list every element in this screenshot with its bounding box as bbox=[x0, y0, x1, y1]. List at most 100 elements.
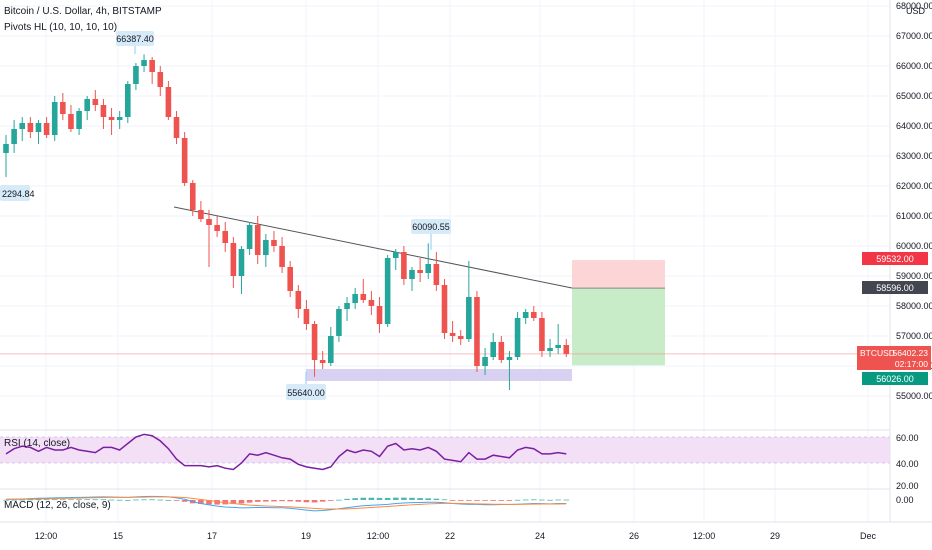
macd-histogram-bar bbox=[60, 499, 66, 501]
candle-body bbox=[384, 258, 391, 324]
candle-body bbox=[76, 111, 82, 129]
candle-body bbox=[165, 87, 172, 117]
price-axis[interactable]: 68000.00 67000.00 66000.00 65000.00 64000.00… bbox=[896, 1, 932, 401]
macd-histogram-bar bbox=[92, 499, 99, 501]
time-tick: 15 bbox=[113, 531, 123, 541]
currency-label[interactable]: USD bbox=[906, 6, 926, 16]
candle-body bbox=[125, 84, 131, 117]
last-price-tag: BTCUSD 56402.23 02:17:00 bbox=[857, 346, 931, 370]
macd-histogram-bar bbox=[522, 499, 529, 501]
last-price-text: 56402.23 bbox=[893, 348, 929, 358]
countdown-text: 02:17:00 bbox=[895, 359, 928, 369]
candle-body bbox=[474, 297, 480, 366]
macd-histogram-bar bbox=[271, 500, 277, 502]
time-tick: 17 bbox=[207, 531, 217, 541]
time-tick: 12:00 bbox=[693, 531, 716, 541]
candle-body bbox=[336, 309, 342, 336]
candle-body bbox=[441, 285, 448, 333]
macd-histogram-bar bbox=[295, 500, 302, 502]
price-tick: 58000.00 bbox=[896, 301, 932, 311]
candle-body bbox=[141, 60, 147, 66]
time-tick: Dec bbox=[860, 531, 877, 541]
svg-text:59532.00: 59532.00 bbox=[876, 254, 914, 264]
time-tick: 29 bbox=[770, 531, 780, 541]
chart-title: Bitcoin / U.S. Dollar, 4h, BITSTAMP bbox=[4, 6, 162, 17]
macd-histogram-bar bbox=[43, 499, 50, 501]
macd-histogram-bar bbox=[214, 500, 220, 505]
macd-histogram-bar bbox=[384, 497, 391, 500]
price-tick: 67000.00 bbox=[896, 31, 932, 41]
support-band bbox=[306, 369, 572, 381]
price-tick: 55000.00 bbox=[896, 391, 932, 401]
pivot-high-label-2: 60090.55 bbox=[411, 219, 451, 250]
macd-histogram-bar bbox=[246, 500, 253, 503]
macd-histogram-bar bbox=[555, 499, 561, 501]
rsi-axis-60: 60.00 bbox=[896, 433, 919, 443]
candle-body bbox=[35, 123, 42, 132]
time-tick: 24 bbox=[535, 531, 545, 541]
candle-body bbox=[352, 294, 358, 303]
macd-histogram-bar bbox=[238, 500, 245, 504]
time-axis[interactable]: 12:00 15 17 19 12:00 22 24 26 12:00 29 Dec bbox=[35, 531, 877, 541]
macd-histogram-bar bbox=[547, 499, 553, 501]
take-profit-zone[interactable] bbox=[572, 288, 665, 366]
candle-body bbox=[514, 318, 521, 357]
macd-axis-zero: 0.00 bbox=[896, 495, 914, 505]
candle-body bbox=[27, 123, 34, 132]
macd-histogram-bar bbox=[531, 499, 537, 501]
candle-body bbox=[157, 72, 164, 87]
macd-histogram-bar bbox=[173, 500, 180, 501]
price-tick: 62000.00 bbox=[896, 181, 932, 191]
macd-histogram-bar bbox=[27, 499, 34, 501]
macd-histogram-bar bbox=[336, 499, 342, 501]
price-tick: 60000.00 bbox=[896, 241, 932, 251]
macd-histogram-bar bbox=[392, 497, 399, 500]
candle-body bbox=[368, 300, 375, 306]
candle-body bbox=[303, 309, 310, 324]
macd-histogram-bar bbox=[457, 500, 464, 501]
candle-body bbox=[522, 312, 529, 318]
candle-body bbox=[401, 252, 407, 279]
macd-histogram-bar bbox=[181, 500, 188, 502]
macd-histogram-bar bbox=[506, 500, 513, 501]
macd-histogram-bar bbox=[3, 499, 9, 501]
price-tick: 64000.00 bbox=[896, 121, 932, 131]
candle-body bbox=[563, 345, 570, 354]
time-tick: 26 bbox=[629, 531, 639, 541]
macd-histogram-bar bbox=[125, 500, 131, 501]
stop-loss-zone[interactable] bbox=[572, 260, 665, 289]
price-tick: 68000.00 bbox=[896, 1, 932, 11]
macd-histogram-bar bbox=[376, 497, 383, 500]
macd-histogram-bar bbox=[433, 498, 440, 500]
macd-histogram-bar bbox=[35, 499, 42, 501]
candle-body bbox=[449, 333, 456, 336]
candle-body bbox=[319, 360, 326, 363]
candle-body bbox=[198, 210, 204, 219]
trendline[interactable] bbox=[173, 206, 573, 289]
macd-histogram-bar bbox=[563, 499, 570, 501]
macd-histogram-bar bbox=[417, 498, 423, 500]
candle-body bbox=[133, 66, 139, 84]
candle-body bbox=[92, 99, 99, 105]
candle-body bbox=[206, 219, 212, 225]
candle-body bbox=[116, 117, 123, 120]
time-tick: 22 bbox=[445, 531, 455, 541]
candle-body bbox=[433, 264, 440, 285]
signal-line bbox=[5, 496, 567, 510]
pivot-low-label-2: 55640.00 bbox=[286, 372, 326, 400]
macd-histogram-bar bbox=[441, 499, 448, 501]
candle-body bbox=[279, 246, 285, 267]
macd-histogram-bar bbox=[84, 499, 90, 501]
macd-histogram-bar bbox=[108, 499, 115, 501]
candle-body bbox=[344, 303, 350, 309]
ticker-tag: BTCUSD bbox=[860, 348, 895, 358]
macd-histogram-bar bbox=[100, 499, 107, 501]
macd-histogram-bar bbox=[482, 500, 488, 501]
pivot-high-2-text: 60090.55 bbox=[412, 222, 450, 232]
macd-histogram-bar bbox=[149, 499, 155, 501]
candle-body bbox=[100, 105, 107, 117]
macd-label: MACD (12, 26, close, 9) bbox=[4, 500, 111, 511]
candle-body bbox=[482, 357, 488, 366]
macd-histogram-bar bbox=[360, 497, 367, 500]
